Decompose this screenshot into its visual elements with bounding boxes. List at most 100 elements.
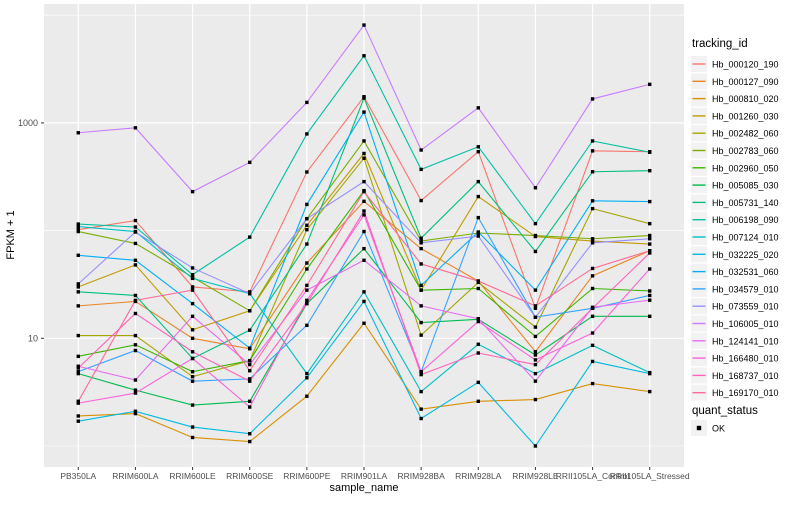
data-point-marker (305, 267, 309, 271)
legend-entry: Hb_106005_010 (691, 315, 779, 332)
legend-label: Hb_032225_020 (712, 250, 779, 260)
data-point-marker (190, 285, 195, 289)
legend-label: Hb_002482_060 (712, 129, 779, 139)
x-tick-label: RRII105LA_Control (556, 471, 630, 481)
data-point-marker (476, 145, 480, 149)
data-point-marker (648, 293, 652, 298)
data-point-marker (476, 399, 480, 404)
data-point-marker (248, 235, 252, 239)
y-tick-label: 10 (28, 333, 38, 343)
data-point-marker (190, 425, 195, 429)
data-point-marker (648, 289, 652, 293)
data-point-marker (305, 376, 309, 380)
data-point-marker (648, 82, 652, 87)
data-point-marker (133, 391, 138, 395)
data-point-marker (305, 202, 309, 207)
data-point-marker (133, 333, 138, 338)
legend-label: Hb_005085_030 (712, 181, 779, 191)
data-point-marker (590, 206, 595, 211)
data-point-marker (533, 186, 538, 190)
data-point-marker (648, 221, 652, 226)
data-point-marker (305, 216, 309, 221)
data-point-marker (133, 258, 138, 262)
x-tick-label: RRIM928LE (512, 471, 559, 481)
data-point-marker (76, 366, 80, 370)
data-point-marker (305, 283, 309, 288)
legend-label: Hb_000810_020 (712, 94, 779, 104)
legend-label: Hb_106005_010 (712, 319, 779, 329)
data-point-marker (419, 239, 423, 243)
legend-label: Hb_001260_030 (712, 111, 779, 121)
data-point-marker (362, 54, 366, 58)
data-point-marker (76, 282, 80, 286)
data-point-marker (590, 274, 595, 278)
data-point-marker (419, 198, 423, 203)
data-point-marker (648, 249, 652, 253)
data-point-marker (76, 224, 80, 229)
legend-label: Hb_032531_060 (712, 267, 779, 277)
data-point-marker (133, 241, 138, 246)
data-point-marker (476, 215, 480, 220)
legend-entry: Hb_166480_010 (691, 350, 779, 367)
data-point-marker (190, 374, 195, 379)
data-point-marker (362, 139, 366, 143)
data-point-marker (419, 372, 423, 377)
data-point-marker (248, 439, 252, 444)
data-point-marker (476, 351, 480, 355)
data-point-marker (362, 246, 366, 251)
data-point-marker (133, 263, 138, 267)
data-point-marker (590, 139, 595, 143)
data-point-marker (248, 328, 252, 332)
data-point-marker (248, 362, 252, 367)
data-point-marker (190, 189, 195, 194)
data-point-marker (590, 239, 595, 243)
data-point-marker (648, 314, 652, 319)
legend-entry: Hb_034579_010 (691, 280, 779, 297)
data-point-marker (476, 106, 480, 110)
legend-label: Hb_000120_190 (712, 60, 779, 70)
legend-label: Hb_006198_090 (712, 215, 779, 225)
data-point-marker (305, 371, 309, 376)
data-point-marker (362, 213, 366, 217)
legend-label: Hb_005731_140 (712, 198, 779, 208)
data-point-marker (305, 242, 309, 246)
data-point-marker (133, 230, 138, 234)
data-point-marker (76, 290, 80, 294)
data-point-marker (533, 221, 538, 226)
data-point-marker (76, 285, 80, 289)
x-axis-title: sample_name (329, 482, 398, 494)
data-point-marker (419, 369, 423, 374)
data-point-marker (133, 293, 138, 298)
data-point-marker (76, 229, 80, 234)
data-point-marker (648, 150, 652, 154)
data-point-marker (305, 261, 309, 265)
data-point-marker (248, 369, 252, 373)
legend-label: Hb_002783_060 (712, 146, 779, 156)
data-point-marker (419, 407, 423, 411)
x-tick-label: PB350LA (60, 471, 96, 481)
legend-label: Hb_166480_010 (712, 354, 779, 364)
data-point-marker (133, 411, 138, 416)
data-point-marker (419, 320, 423, 325)
data-point-marker (648, 371, 652, 376)
data-point-marker (590, 241, 595, 245)
x-tick-label: RRIM600LE (169, 471, 216, 481)
data-point-marker (248, 432, 252, 436)
data-point-marker (76, 131, 80, 135)
data-point-marker (419, 241, 423, 245)
data-point-marker (76, 253, 80, 257)
data-point-marker (419, 148, 423, 152)
data-point-marker (248, 291, 252, 296)
data-point-marker (648, 298, 652, 302)
data-point-marker (590, 199, 595, 203)
data-point-marker (590, 331, 595, 335)
data-point-marker (476, 279, 480, 283)
data-point-marker (476, 234, 480, 238)
data-point-marker (190, 403, 195, 407)
data-point-marker (590, 237, 595, 241)
data-point-marker (133, 378, 138, 382)
y-tick-label: 1000 (18, 118, 38, 128)
data-point-marker (533, 397, 538, 402)
data-point-marker (76, 401, 80, 405)
